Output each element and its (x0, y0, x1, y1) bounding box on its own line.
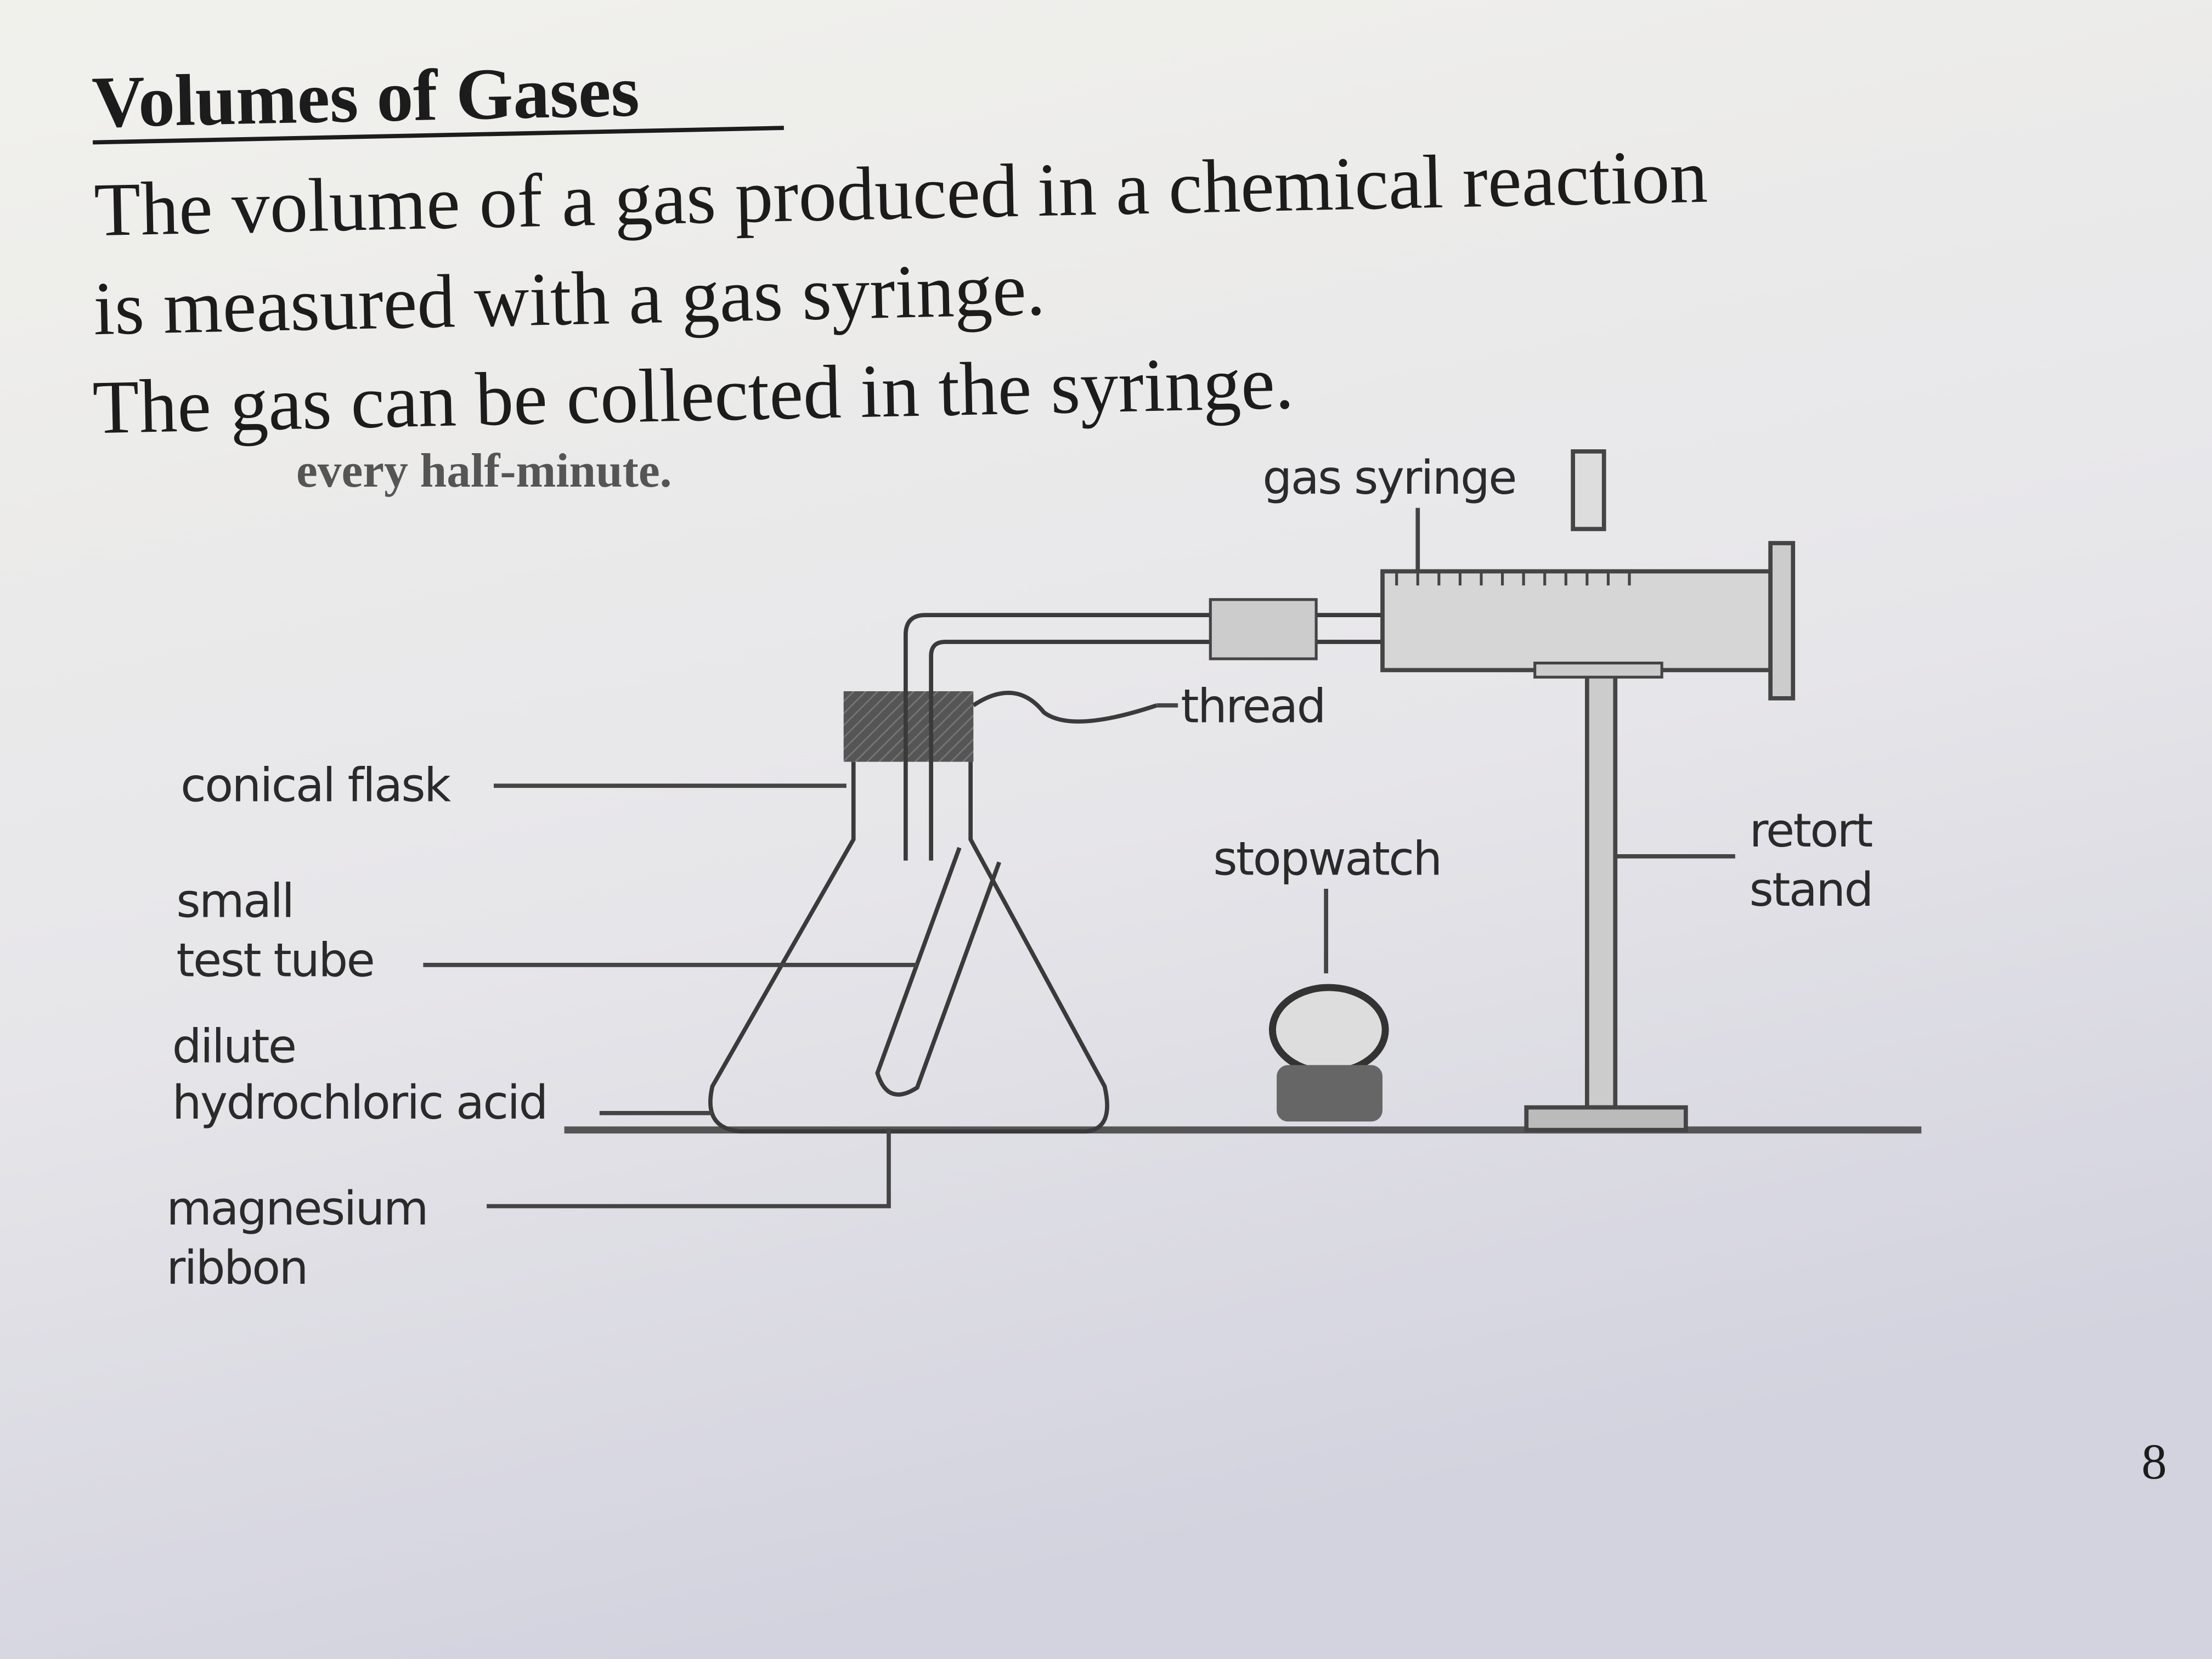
label: ribbon (166, 1241, 307, 1295)
label: retort (1750, 804, 1872, 858)
gas-syringe (1380, 569, 1773, 673)
clamp (1571, 449, 1606, 532)
clamp (1533, 662, 1663, 679)
title: Volumes of Gases (91, 50, 640, 143)
label: stand (1750, 863, 1872, 917)
scale-marks (1395, 571, 1631, 586)
retort-rod (1585, 668, 1618, 1110)
conical-flask (708, 761, 1109, 1134)
connector (1209, 598, 1318, 661)
stopwatch-base (1277, 1065, 1383, 1122)
label: magnesium (166, 1182, 427, 1236)
label: stopwatch (1213, 832, 1441, 886)
stand-base (1524, 1105, 1688, 1132)
label: small (176, 874, 293, 928)
label: gas syringe (1262, 451, 1515, 505)
delivery-tube (904, 613, 1390, 861)
stopper (843, 691, 974, 762)
test-tube (875, 847, 1001, 1097)
body-line: is measured with a gas syringe. (93, 247, 1046, 351)
leader-lines (423, 507, 1735, 1209)
apparatus (423, 449, 1922, 1209)
thread (972, 691, 1158, 724)
plunger (1768, 541, 1796, 701)
title-underline (93, 126, 784, 145)
delivery-tube (929, 640, 1390, 861)
label: thread (1181, 680, 1325, 734)
faded-line: every half-minute. (296, 444, 672, 497)
label: dilute (172, 1019, 296, 1074)
label: hydrochloric acid (172, 1076, 547, 1130)
label: conical flask (180, 759, 451, 813)
stopwatch (1269, 984, 1389, 1076)
page-number: 8 (2141, 1434, 2166, 1490)
label: test tube (176, 933, 374, 988)
